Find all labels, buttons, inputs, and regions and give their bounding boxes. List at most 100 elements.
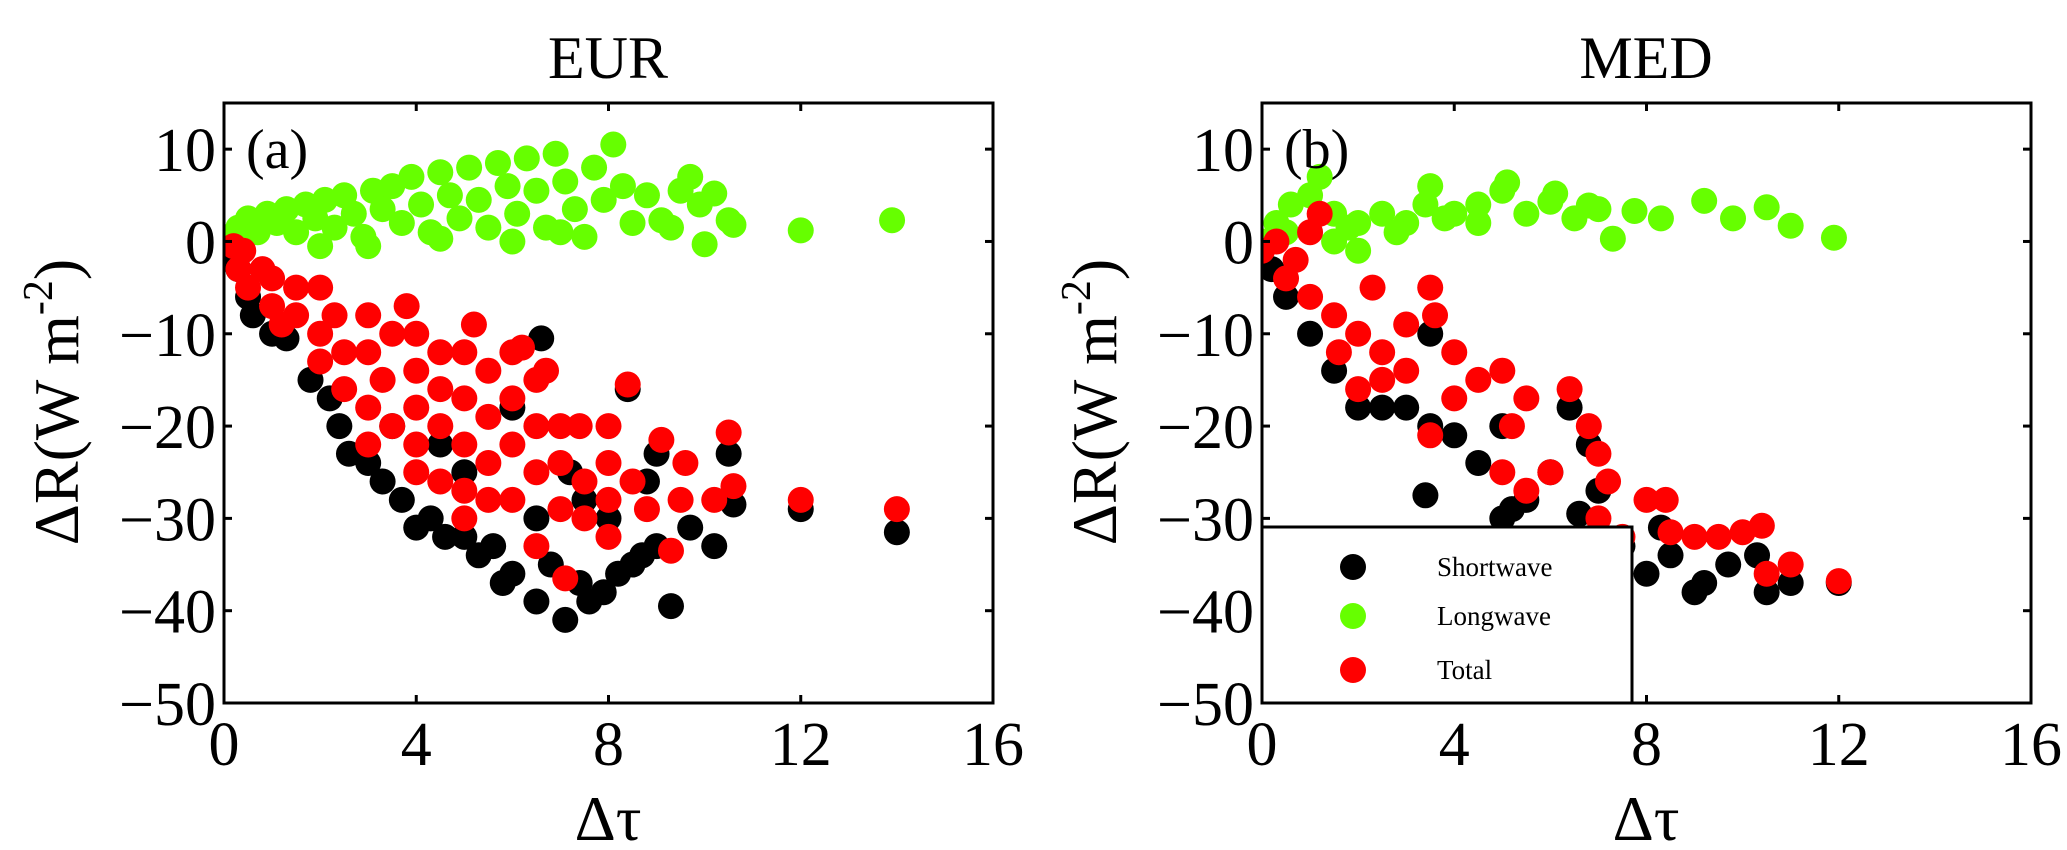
data-point-longwave bbox=[633, 182, 660, 209]
data-point-shortwave bbox=[657, 593, 684, 620]
data-point-longwave bbox=[484, 150, 511, 176]
data-point-total bbox=[1556, 376, 1583, 403]
data-point-longwave bbox=[369, 196, 396, 223]
series-longwave bbox=[224, 131, 906, 260]
y-tick-label: −50 bbox=[1157, 671, 1254, 739]
data-point-longwave bbox=[1306, 163, 1333, 190]
data-point-total bbox=[355, 339, 382, 366]
legend-box bbox=[1260, 525, 1634, 705]
data-point-total bbox=[1297, 283, 1324, 310]
data-point-shortwave bbox=[1633, 560, 1660, 587]
data-point-longwave bbox=[388, 210, 415, 236]
legend-label-longwave: Longwave bbox=[1437, 601, 1551, 631]
data-point-total bbox=[427, 376, 454, 403]
data-point-shortwave bbox=[1369, 394, 1396, 421]
data-point-total bbox=[667, 486, 694, 513]
data-point-shortwave bbox=[355, 450, 382, 476]
data-point-shortwave bbox=[1465, 450, 1492, 476]
data-point-shortwave bbox=[523, 588, 550, 615]
data-point-total bbox=[369, 366, 396, 393]
data-point-total bbox=[595, 413, 622, 440]
data-point-total bbox=[1513, 385, 1540, 412]
data-point-longwave bbox=[1777, 212, 1804, 239]
data-point-total bbox=[1393, 311, 1420, 338]
data-point-total bbox=[787, 486, 814, 513]
data-point-total bbox=[1753, 560, 1780, 587]
data-point-total bbox=[499, 486, 526, 513]
y-tick-label: −50 bbox=[119, 671, 216, 739]
data-point-longwave bbox=[1465, 210, 1492, 236]
data-point-shortwave bbox=[326, 413, 353, 440]
data-point-shortwave bbox=[1777, 570, 1804, 596]
data-point-total bbox=[403, 431, 430, 458]
data-point-longwave bbox=[494, 173, 521, 200]
data-point-shortwave bbox=[1273, 283, 1300, 310]
y-tick-label: 0 bbox=[1223, 209, 1254, 277]
data-point-total bbox=[1652, 486, 1679, 513]
data-point-total bbox=[1585, 440, 1612, 467]
data-point-total bbox=[552, 565, 579, 592]
data-point-total bbox=[1657, 519, 1684, 546]
x-tick-label: 16 bbox=[2000, 711, 2062, 779]
data-point-shortwave bbox=[499, 560, 526, 587]
data-point-total bbox=[1393, 357, 1420, 384]
scatter-points bbox=[1262, 163, 1852, 606]
data-point-total bbox=[403, 320, 430, 347]
data-point-longwave bbox=[1513, 200, 1540, 227]
x-axis-label: Δτ bbox=[575, 783, 642, 850]
data-point-total bbox=[1359, 274, 1386, 301]
y-tick-label: 0 bbox=[185, 209, 216, 277]
data-point-total bbox=[595, 486, 622, 513]
data-point-total bbox=[547, 413, 574, 440]
y-tick-label: 10 bbox=[1192, 117, 1254, 185]
data-point-longwave bbox=[1345, 237, 1372, 264]
y-tick-label: −10 bbox=[1157, 302, 1254, 370]
data-point-longwave bbox=[1599, 225, 1626, 252]
data-point-total bbox=[499, 431, 526, 458]
y-axis-label: ΔR(W m-2) bbox=[1054, 259, 1130, 546]
legend: Shortwave Longwave Total bbox=[1260, 525, 1634, 705]
x-tick-label: 8 bbox=[593, 711, 624, 779]
data-point-shortwave bbox=[239, 302, 266, 329]
data-point-total bbox=[533, 357, 560, 384]
panel-label: (b) bbox=[1284, 119, 1349, 181]
data-point-total bbox=[1489, 357, 1516, 384]
data-point-total bbox=[393, 293, 420, 320]
x-tick-label: 16 bbox=[962, 711, 1024, 779]
data-point-longwave bbox=[427, 159, 454, 186]
data-point-total bbox=[451, 339, 478, 366]
data-point-total bbox=[259, 265, 286, 292]
data-point-shortwave bbox=[451, 523, 478, 550]
data-point-longwave bbox=[609, 173, 636, 200]
y-tick-label: 10 bbox=[154, 117, 216, 185]
scatter-points bbox=[224, 131, 910, 633]
y-tick-label: −40 bbox=[119, 579, 216, 647]
y-tick-label: −30 bbox=[1157, 486, 1254, 554]
data-point-total bbox=[619, 468, 646, 495]
data-point-total bbox=[672, 450, 699, 476]
data-point-total bbox=[715, 419, 742, 446]
data-point-total bbox=[1345, 320, 1372, 347]
data-point-longwave bbox=[590, 186, 617, 213]
data-point-longwave bbox=[787, 217, 814, 244]
x-tick-label: 4 bbox=[1439, 711, 1470, 779]
panel-eur: EUR 0 4 8 12 16 10 0 −10 −20 −30 −40 −50 (a) Δτ ΔR(… bbox=[16, 25, 1024, 850]
data-point-total bbox=[235, 274, 262, 301]
data-point-shortwave bbox=[677, 514, 704, 541]
data-point-longwave bbox=[504, 200, 531, 227]
data-point-shortwave bbox=[1412, 482, 1439, 509]
data-point-longwave bbox=[691, 231, 718, 258]
legend-marker-total bbox=[1340, 657, 1366, 683]
data-point-total bbox=[648, 426, 675, 453]
data-point-longwave bbox=[561, 196, 588, 223]
data-point-total bbox=[720, 473, 747, 500]
data-point-total bbox=[1282, 246, 1309, 273]
data-point-longwave bbox=[283, 219, 310, 246]
data-point-longwave bbox=[499, 228, 526, 255]
data-point-total bbox=[427, 339, 454, 366]
data-point-total bbox=[1325, 339, 1352, 366]
data-point-longwave bbox=[720, 211, 747, 238]
data-point-total bbox=[1345, 376, 1372, 403]
data-point-longwave bbox=[600, 131, 627, 158]
